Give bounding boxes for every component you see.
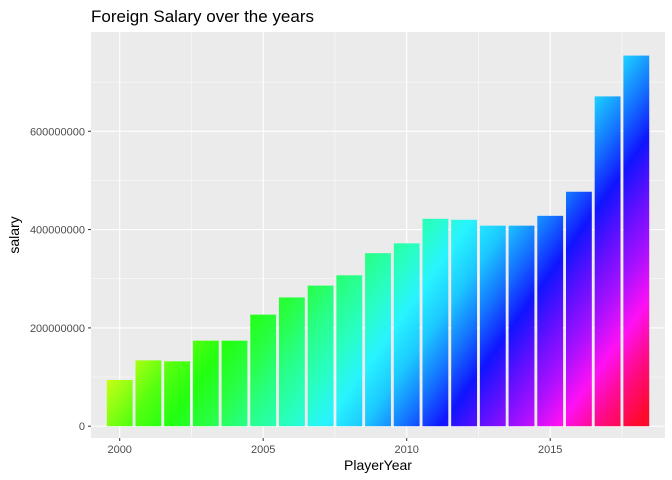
bar-2006: [278, 297, 305, 427]
x-axis: 2000 2005 2010 2015: [107, 438, 562, 456]
bars: [106, 55, 650, 427]
x-tick-label: 2015: [538, 444, 562, 456]
y-tick-label: 400000000: [30, 225, 85, 237]
y-tick-label: 0: [79, 421, 85, 433]
x-tick-label: 2000: [107, 444, 131, 456]
x-tick-label: 2010: [394, 444, 418, 456]
bar-2018: [623, 55, 650, 427]
y-tick-label: 600000000: [30, 126, 85, 138]
bar-2003: [192, 340, 219, 427]
bar-2000: [106, 380, 133, 427]
bar-2010: [393, 243, 420, 427]
y-axis: 0 200000000 400000000 600000000: [30, 126, 91, 433]
bar-2012: [451, 219, 478, 427]
bar-2017: [594, 96, 621, 427]
bar-2002: [164, 361, 191, 427]
bar-2005: [250, 314, 277, 427]
bar-2011: [422, 218, 449, 427]
x-axis-title: PlayerYear: [344, 457, 412, 473]
bar-2004: [221, 340, 248, 427]
bar-2013: [479, 225, 506, 427]
bar-2001: [135, 360, 162, 427]
bar-2007: [307, 285, 334, 427]
y-tick-label: 200000000: [30, 323, 85, 335]
bar-2008: [336, 275, 363, 427]
chart-title: Foreign Salary over the years: [91, 7, 314, 26]
x-tick-label: 2005: [251, 444, 275, 456]
bar-2009: [365, 253, 391, 427]
bar-2015: [537, 215, 564, 427]
y-axis-title: salary: [6, 216, 22, 253]
bar-2016: [565, 191, 592, 427]
bar-2014: [508, 225, 535, 427]
